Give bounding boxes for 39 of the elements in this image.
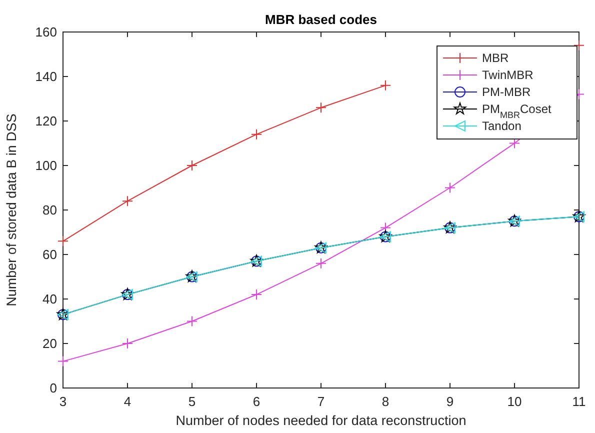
x-tick-label: 10 [507,394,522,409]
point [444,182,456,194]
chart-title: MBR based codes [265,12,377,27]
legend-label: PM-MBR [482,85,531,100]
y-tick-label: 160 [35,24,57,40]
x-tick-label: 5 [188,394,196,409]
legend-label: PM$_{MBR}$Coset [482,102,552,120]
y-tick-label: 0 [50,380,57,396]
point [122,338,133,349]
point [251,128,262,140]
point [251,289,262,300]
y-tick-label: 80 [42,202,57,218]
point [58,236,68,247]
point [316,258,326,269]
x-tick-label: 7 [317,394,325,409]
point [574,40,584,51]
point [58,356,68,367]
x-tick-label: 11 [572,394,586,409]
x-tick-label: 3 [59,394,67,409]
x-tick-label: 6 [252,394,260,409]
point [186,316,198,327]
legend-label: TwinMBR [482,68,534,82]
point [186,160,198,171]
y-tick-label: 20 [42,336,57,352]
x-tick-label: 4 [124,394,132,409]
point [122,196,133,207]
y-tick-label: 100 [35,158,57,174]
y-tick-label: 40 [42,292,57,307]
y-tick-label: 120 [35,114,57,129]
legend-label: Tandon [482,119,522,134]
x-axis-title: Number of nodes needed for data reconstruction [176,413,466,428]
x-tick-label: 8 [382,394,390,409]
y-axis-title: Number of stored data B in DSS [4,114,19,306]
y-tick-label: 140 [35,69,57,84]
x-tick-label: 9 [446,394,454,409]
legend-label: MBR [482,51,509,66]
point [380,80,391,91]
point [316,102,326,114]
y-tick-label: 60 [42,247,57,262]
